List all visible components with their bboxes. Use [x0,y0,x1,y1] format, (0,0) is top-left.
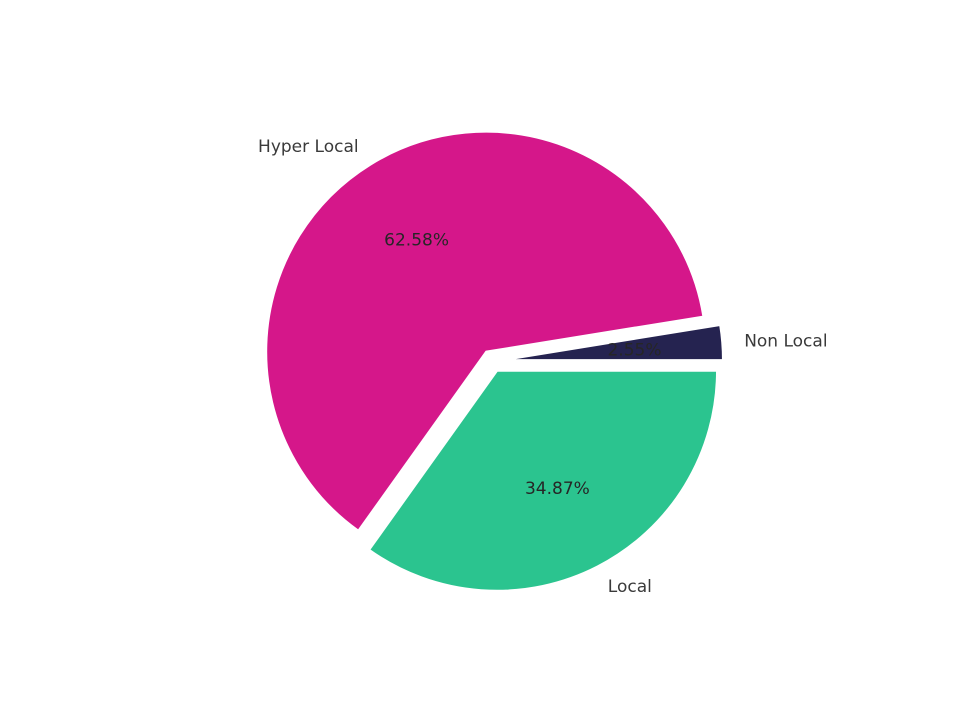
slice-pct-local: 34.87% [525,479,590,499]
slice-label-non-local: Non Local [744,332,827,352]
slice-label-local: Local [608,577,652,597]
slice-label-hyper-local: Hyper Local [258,137,359,157]
slice-pct-non-local: 2.55% [607,341,661,361]
slice-pct-hyper-local: 62.58% [384,230,449,250]
pie-slice-non-local[interactable] [502,323,724,362]
pie-slice-local[interactable] [367,369,719,592]
pie-slice-hyper-local[interactable] [265,130,705,533]
